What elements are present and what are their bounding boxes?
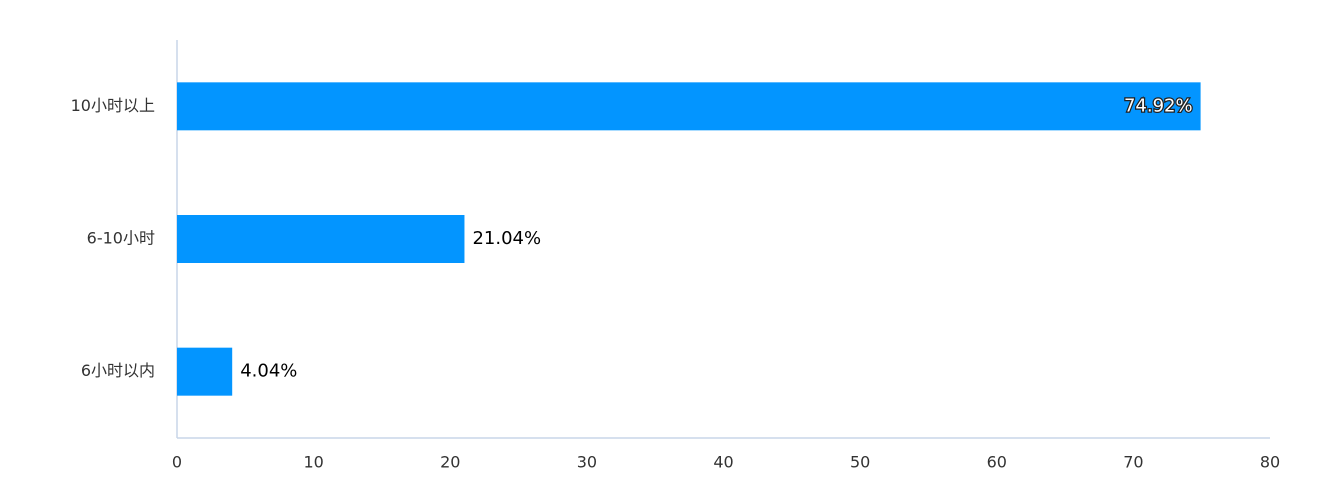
y-tick-label: 6-10小时 [87,229,155,248]
value-label: 74.92% [1124,95,1193,116]
x-tick-label: 20 [440,453,460,472]
value-label: 21.04% [472,228,541,249]
x-tick-label: 50 [850,453,870,472]
bar [177,82,1201,131]
x-tick-label: 0 [172,453,182,472]
value-label: 4.04% [240,361,297,382]
y-tick-label: 6小时以内 [81,361,155,380]
x-tick-label: 10 [303,453,323,472]
x-tick-label: 60 [987,453,1007,472]
bar [177,215,465,263]
bar [177,347,233,396]
x-tick-label: 30 [577,453,597,472]
x-tick-label: 80 [1260,453,1280,472]
x-tick-label: 40 [713,453,733,472]
y-tick-label: 10小时以上 [71,96,155,115]
x-tick-label: 70 [1123,453,1143,472]
